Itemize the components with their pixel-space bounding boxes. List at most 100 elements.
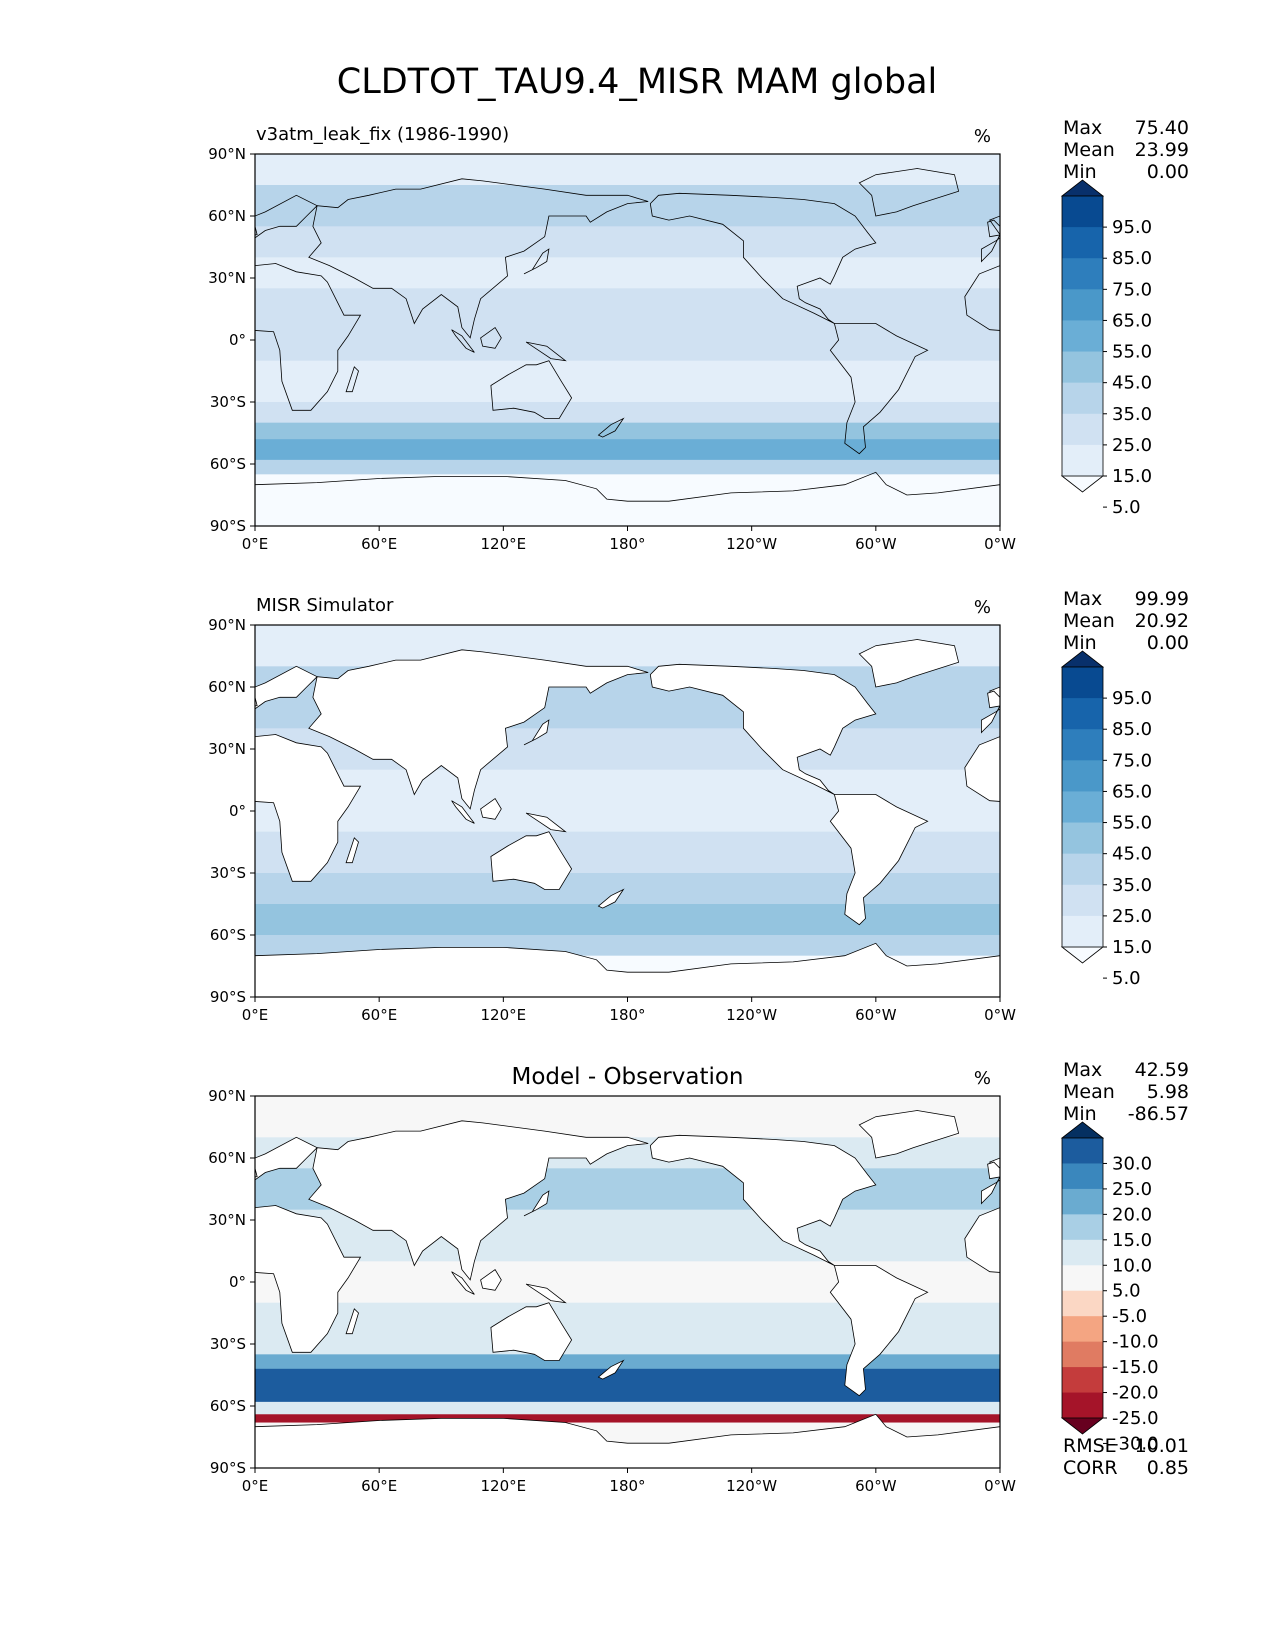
colorbar-segment xyxy=(1062,1188,1103,1215)
coastline-sumatra xyxy=(451,1271,475,1295)
coastline-sumatra xyxy=(451,329,475,353)
colorbar-segment xyxy=(1062,791,1103,823)
colorbar-segment xyxy=(1062,1239,1103,1266)
coastline-indonesia_borneo xyxy=(480,327,502,349)
colorbar-tick-label: 35.0 xyxy=(1112,404,1152,425)
lat-tick-label: 60°N xyxy=(208,207,246,225)
stat-label-max: Max xyxy=(1063,117,1102,139)
stat-label-min: Min xyxy=(1063,1103,1097,1125)
lat-tick-label: 0° xyxy=(229,1273,246,1291)
colorbar: 95.0 85.0 75.0 65.0 55.0 45.0 35.0 25.0 15.0 5.0 xyxy=(1060,179,1152,518)
field-band xyxy=(255,288,1000,320)
panel-diff: 90°N 60°N 30°N 0° 30°S 60°S 90°S0°E 60°E 120°E 18… xyxy=(208,1059,1189,1495)
field-band xyxy=(255,439,1000,461)
colorbar-tick-label: 95.0 xyxy=(1112,688,1152,709)
coastline-asia xyxy=(308,1120,649,1281)
field-band xyxy=(255,185,1000,227)
stat-value-mean: 23.99 xyxy=(1135,139,1189,161)
coastline-japan xyxy=(523,1190,550,1217)
colorbar-tick-label: 45.0 xyxy=(1112,844,1152,865)
coastline-australia xyxy=(490,831,573,890)
stat-label-mean: Mean xyxy=(1063,139,1115,161)
coastline-south_america xyxy=(829,1265,929,1397)
colorbar-extend-min xyxy=(1060,946,1105,964)
coastline-new_guinea xyxy=(525,1283,567,1304)
coastline-uk-wrap xyxy=(987,690,1000,709)
lon-tick-label: 60°E xyxy=(361,1006,397,1024)
stat-value-rmse: 10.01 xyxy=(1135,1435,1189,1457)
colorbar-segment xyxy=(1062,289,1103,321)
panel-units: % xyxy=(974,126,991,147)
coastline-greenland xyxy=(858,639,960,688)
colorbar-tick-label: 55.0 xyxy=(1112,342,1152,363)
colorbar-tick-label: 5.0 xyxy=(1112,497,1141,518)
coastline-antarctica xyxy=(255,942,1000,997)
field-band xyxy=(255,402,1000,424)
colorbar-tick-label: 10.0 xyxy=(1112,1255,1152,1276)
coastline-asia xyxy=(308,178,649,339)
colorbar-tick-label: -5.0 xyxy=(1112,1306,1147,1327)
colorbar-frame xyxy=(1061,195,1104,477)
coastline-indonesia_borneo xyxy=(480,1269,502,1291)
lat-tick-label: 90°N xyxy=(208,616,246,634)
colorbar-tick-label: 55.0 xyxy=(1112,813,1152,834)
panel-center-title: Model - Observation xyxy=(511,1064,743,1090)
panel-units: % xyxy=(974,597,991,618)
coastline-africa-wrap xyxy=(964,1207,1000,1273)
coastline-japan xyxy=(523,719,550,746)
stat-value-min: 0.00 xyxy=(1147,161,1189,183)
lat-tick-label: 90°S xyxy=(210,517,246,535)
coastline-madagascar xyxy=(345,1308,359,1335)
stat-label-min: Min xyxy=(1063,632,1097,654)
field-band xyxy=(255,226,1000,258)
lon-tick-label: 0°W xyxy=(984,1477,1016,1495)
lon-tick-label: 60°E xyxy=(361,535,397,553)
colorbar-segment xyxy=(1062,351,1103,384)
lon-tick-label: 60°E xyxy=(361,1477,397,1495)
coastline-north_america xyxy=(649,1134,877,1266)
coastline-new_zealand xyxy=(597,1359,625,1380)
stat-label-min: Min xyxy=(1063,161,1097,183)
stat-label-max: Max xyxy=(1063,588,1102,610)
field-band xyxy=(255,873,1000,905)
map-field xyxy=(255,154,1000,526)
colorbar-segment xyxy=(1062,1265,1103,1292)
figure-title: CLDTOT_TAU9.4_MISR MAM global xyxy=(337,62,937,102)
coastline-japan xyxy=(523,248,550,275)
field-band xyxy=(255,1401,1000,1415)
colorbar-tick-label: 45.0 xyxy=(1112,373,1152,394)
lat-tick-label: 90°N xyxy=(208,1087,246,1105)
colorbar-segment xyxy=(1062,196,1103,228)
coastline-indonesia_borneo xyxy=(480,798,502,820)
colorbar-segment xyxy=(1062,760,1103,792)
panel-left-title: v3atm_leak_fix (1986-1990) xyxy=(256,124,509,145)
stat-label-max: Max xyxy=(1063,1059,1102,1081)
lon-tick-label: 180° xyxy=(609,1477,645,1495)
stat-value-max: 75.40 xyxy=(1135,117,1189,139)
colorbar-extend-min xyxy=(1060,1417,1105,1435)
colorbar-segment xyxy=(1062,1163,1103,1190)
coastline-asia xyxy=(308,649,649,810)
colorbar-tick-label: 15.0 xyxy=(1112,1230,1152,1251)
lat-tick-label: 0° xyxy=(229,331,246,349)
colorbar-segment xyxy=(1062,1290,1103,1317)
stat-value-corr: 0.85 xyxy=(1147,1457,1189,1479)
field-band xyxy=(255,319,1000,362)
coastline-madagascar xyxy=(345,837,359,864)
field-band xyxy=(255,1368,1000,1403)
lon-tick-label: 120°W xyxy=(726,535,777,553)
colorbar-frame xyxy=(1061,666,1104,948)
colorbar-tick-label: 5.0 xyxy=(1112,968,1141,989)
colorbar-segment xyxy=(1062,1341,1103,1368)
colorbar-tick-label: 25.0 xyxy=(1112,1179,1152,1200)
coastline-europe xyxy=(255,665,318,710)
lat-tick-label: 60°N xyxy=(208,1149,246,1167)
colorbar-tick-label: -30.0 xyxy=(1112,1433,1159,1454)
colorbar-segment xyxy=(1062,822,1103,855)
colorbar-tick-label: 35.0 xyxy=(1112,875,1152,896)
lon-tick-label: 120°W xyxy=(726,1477,777,1495)
lat-tick-label: 60°S xyxy=(210,926,246,944)
colorbar-segment xyxy=(1062,444,1103,477)
coastline-new_guinea xyxy=(525,341,567,362)
coastline-north_america xyxy=(649,192,877,324)
